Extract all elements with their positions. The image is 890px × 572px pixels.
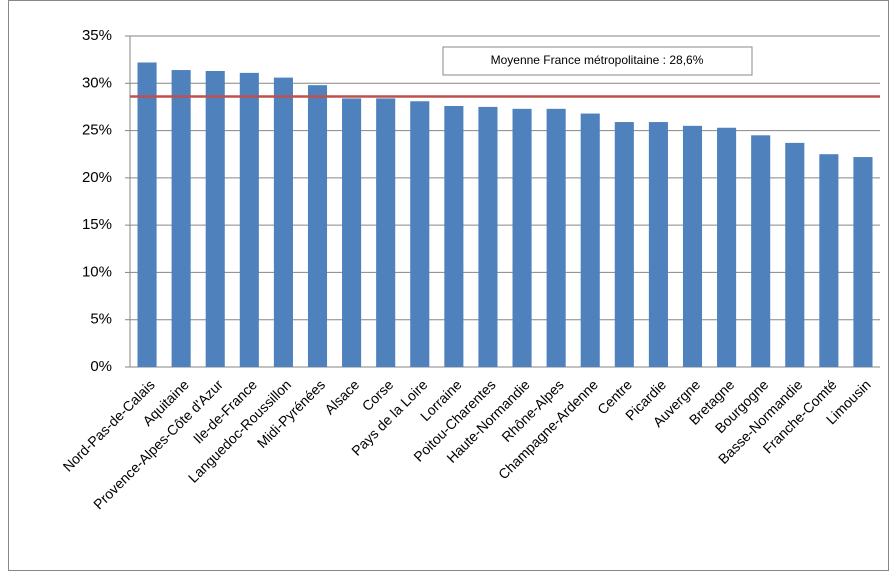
bar [785,142,805,367]
bar [614,122,634,367]
bar [751,135,771,367]
bar [717,127,737,367]
bar [682,125,703,367]
y-tick-label: 35% [82,27,112,44]
bar [171,70,191,367]
bar [410,101,430,368]
annotation: Moyenne France métropolitaine : 28,6% [491,53,704,67]
bar [819,154,839,367]
bar [512,108,532,367]
y-tick-label: 25% [82,122,112,139]
bar [444,105,464,368]
bar [342,98,362,367]
y-tick-label: 15% [82,216,112,233]
bar [205,70,225,368]
bar [853,157,873,367]
annotation-box [442,46,753,76]
y-tick-label: 20% [82,169,112,186]
y-tick-label: 5% [90,311,112,328]
bar [546,108,566,367]
bar [307,85,328,368]
y-tick-label: 0% [90,358,112,375]
y-tick-label: 30% [82,74,112,91]
bar [137,62,157,367]
bar [478,106,498,367]
bar [648,122,668,367]
bar [580,113,600,367]
bar [376,98,396,367]
y-tick-label: 10% [82,263,112,280]
bar [239,72,259,367]
bar [273,77,293,368]
